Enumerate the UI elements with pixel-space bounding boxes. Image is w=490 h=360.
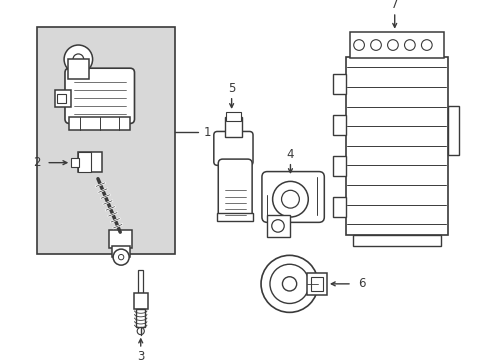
Bar	[333, 116, 346, 135]
Circle shape	[113, 249, 129, 265]
Text: 5: 5	[228, 82, 235, 95]
Circle shape	[261, 255, 318, 312]
Bar	[346, 57, 448, 235]
Circle shape	[272, 220, 284, 232]
Text: 4: 4	[287, 148, 294, 161]
Bar	[138, 270, 144, 293]
Bar	[109, 230, 132, 248]
Bar	[333, 75, 346, 94]
Text: 1: 1	[204, 126, 212, 139]
Circle shape	[282, 190, 299, 208]
FancyBboxPatch shape	[65, 68, 134, 123]
Circle shape	[137, 328, 144, 335]
FancyBboxPatch shape	[218, 159, 252, 217]
Circle shape	[282, 277, 296, 291]
Text: 2: 2	[33, 156, 41, 169]
Bar	[78, 152, 91, 172]
Bar	[134, 293, 148, 309]
Bar	[448, 105, 459, 155]
Bar	[68, 59, 89, 79]
Bar	[311, 277, 323, 291]
Bar	[112, 247, 130, 257]
Bar	[307, 273, 327, 294]
Bar	[78, 152, 101, 172]
Text: 7: 7	[391, 0, 398, 12]
Text: 6: 6	[358, 277, 366, 291]
Circle shape	[64, 45, 93, 73]
Text: 3: 3	[137, 350, 145, 360]
Bar	[55, 90, 71, 107]
Bar	[267, 215, 291, 237]
Bar	[70, 117, 130, 130]
Circle shape	[388, 40, 398, 50]
Bar	[57, 94, 66, 103]
Bar	[226, 112, 241, 121]
Circle shape	[421, 40, 432, 50]
Bar	[333, 157, 346, 176]
Circle shape	[73, 54, 84, 65]
Circle shape	[270, 264, 309, 303]
Bar	[350, 32, 444, 58]
FancyBboxPatch shape	[262, 172, 324, 222]
Bar	[224, 117, 243, 137]
Circle shape	[370, 40, 381, 50]
Bar	[333, 197, 346, 217]
Bar	[37, 27, 175, 255]
Bar	[353, 235, 441, 246]
Circle shape	[354, 40, 365, 50]
Circle shape	[272, 181, 308, 217]
FancyBboxPatch shape	[214, 131, 253, 165]
Bar	[136, 309, 145, 327]
Circle shape	[119, 255, 124, 260]
Bar	[71, 158, 79, 167]
Circle shape	[405, 40, 415, 50]
Bar	[218, 212, 253, 221]
